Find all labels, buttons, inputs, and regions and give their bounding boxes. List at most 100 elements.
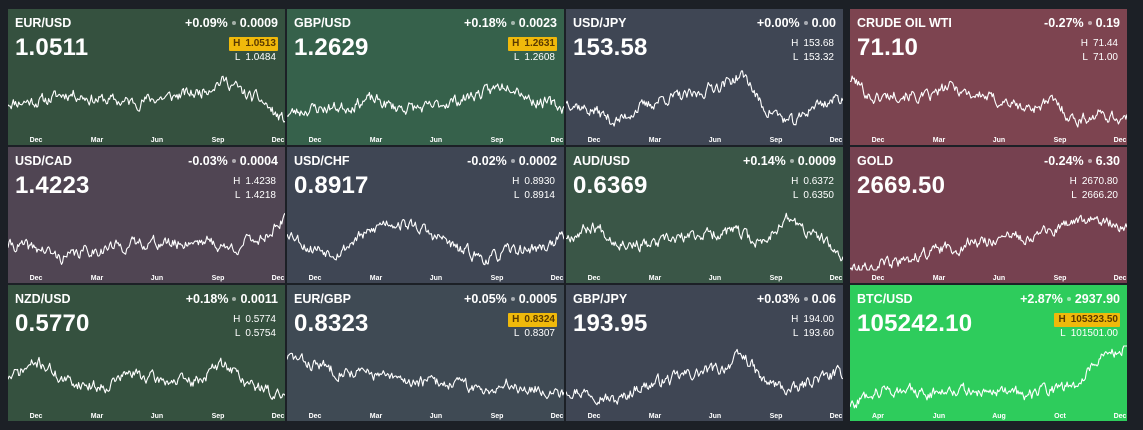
high-low-readout: H 2670.80 L 2666.20 — [1066, 175, 1120, 203]
price-line — [566, 348, 843, 406]
day-high-value: 0.6372 — [803, 176, 834, 187]
x-axis-tick-label: Sep — [1054, 137, 1067, 144]
x-axis-tick-label: Dec — [30, 137, 43, 144]
day-low-row: L 1.2608 — [508, 51, 557, 65]
x-axis-tick-label: Oct — [1054, 413, 1066, 420]
x-axis-tick-label: Jun — [151, 275, 163, 282]
x-axis-tick-label: Mar — [91, 275, 104, 282]
separator-dot-icon — [1087, 20, 1092, 25]
day-high-value: 71.44 — [1092, 38, 1118, 49]
x-axis-tick-label: Dec — [272, 275, 285, 282]
change-readout: +0.18% 0.0023 — [464, 16, 557, 30]
x-axis-tick-label: Dec — [309, 275, 322, 282]
high-low-readout: H 0.8930 L 0.8914 — [508, 175, 557, 203]
symbol-label: CRUDE OIL WTI — [857, 16, 952, 30]
x-axis-tick-label: Dec — [272, 413, 285, 420]
x-axis-tick-label: Jun — [430, 275, 442, 282]
change-readout: -0.27% 0.19 — [1044, 16, 1120, 30]
low-prefix: L — [792, 190, 799, 201]
day-low-row: L 2666.20 — [1066, 189, 1120, 203]
high-prefix: H — [510, 313, 522, 327]
price-line — [8, 75, 285, 123]
price-line — [566, 212, 843, 262]
last-price: 71.10 — [857, 34, 919, 61]
day-low-value: 153.32 — [803, 52, 834, 63]
separator-dot-icon — [232, 296, 237, 301]
ticker-tile-gbp-usd[interactable]: GBP/USD +0.18% 0.0023 1.2629 H 1.2631 L 1.2… — [287, 9, 564, 145]
high-low-readout: H 194.00 L 193.60 — [787, 313, 836, 341]
symbol-label: EUR/USD — [15, 16, 72, 30]
symbol-label: GBP/JPY — [573, 292, 628, 306]
day-high-value: 0.8930 — [524, 176, 555, 187]
high-low-readout: H 1.4238 L 1.4218 — [229, 175, 278, 203]
low-prefix: L — [513, 328, 520, 339]
change-percent: -0.03% — [188, 154, 228, 168]
low-prefix: L — [1060, 328, 1066, 339]
high-prefix: H — [791, 176, 799, 187]
ticker-tile-gbp-jpy[interactable]: GBP/JPY +0.03% 0.06 193.95 H 194.00 L 193.6… — [566, 285, 843, 421]
change-percent: +0.14% — [743, 154, 786, 168]
x-axis-tick-label: Dec — [551, 413, 564, 420]
ticker-tile-usd-chf[interactable]: USD/CHF -0.02% 0.0002 0.8917 H 0.8930 L 0.8… — [287, 147, 564, 283]
change-percent: +0.09% — [185, 16, 228, 30]
x-axis-tick-label: Sep — [212, 275, 225, 282]
x-axis-tick-label: Sep — [491, 413, 504, 420]
ticker-tile-gold[interactable]: GOLD -0.24% 6.30 2669.50 H 2670.80 L 2666.2… — [850, 147, 1127, 283]
day-high-row: H 0.5774 — [229, 313, 278, 327]
separator-dot-icon — [510, 158, 515, 163]
last-price: 2669.50 — [857, 172, 946, 199]
change-absolute: 2937.90 — [1074, 292, 1120, 306]
x-axis-tick-label: Dec — [1114, 275, 1127, 282]
symbol-label: GOLD — [857, 154, 894, 168]
price-line — [8, 356, 285, 400]
ticker-tile-eur-gbp[interactable]: EUR/GBP +0.05% 0.0005 0.8323 H 0.8324 L 0.8… — [287, 285, 564, 421]
high-low-readout: H 1.2631 L 1.2608 — [508, 37, 557, 65]
day-low-row: L 0.8307 — [508, 327, 557, 341]
ticker-tile-usd-cad[interactable]: USD/CAD -0.03% 0.0004 1.4223 H 1.4238 L 1.4… — [8, 147, 285, 283]
x-axis-tick-label: Dec — [272, 137, 285, 144]
high-prefix: H — [1056, 313, 1068, 327]
change-absolute: 0.0009 — [239, 16, 278, 30]
ticker-tile-btc-usd[interactable]: BTC/USD +2.87% 2937.90 105242.10 H 105323.… — [850, 285, 1127, 421]
x-axis-tick-label: Sep — [212, 137, 225, 144]
day-low-row: L 153.32 — [787, 51, 836, 65]
ticker-tile-usd-jpy[interactable]: USD/JPY +0.00% 0.00 153.58 H 153.68 L 153.3… — [566, 9, 843, 145]
day-high-value: 0.8324 — [524, 313, 555, 327]
x-axis-tick-label: Jun — [430, 413, 442, 420]
x-axis-tick-label: Dec — [1114, 137, 1127, 144]
ticker-tile-eur-usd[interactable]: EUR/USD +0.09% 0.0009 1.0511 H 1.0513 L 1.0… — [8, 9, 285, 145]
x-axis-tick-label: Mar — [370, 137, 383, 144]
change-readout: -0.24% 6.30 — [1044, 154, 1120, 168]
price-line — [566, 70, 843, 127]
x-axis-tick-label: Dec — [309, 413, 322, 420]
x-axis-tick-label: Mar — [933, 137, 946, 144]
last-price: 193.95 — [573, 310, 648, 337]
separator-dot-icon — [1066, 296, 1071, 301]
change-percent: +0.18% — [464, 16, 507, 30]
ticker-tile-aud-usd[interactable]: AUD/USD +0.14% 0.0009 0.6369 H 0.6372 L 0.6… — [566, 147, 843, 283]
separator-dot-icon — [510, 296, 515, 301]
high-prefix: H — [512, 176, 520, 187]
x-axis-tick-label: Dec — [551, 137, 564, 144]
symbol-label: USD/CAD — [15, 154, 72, 168]
change-absolute: 0.0011 — [240, 292, 278, 306]
separator-dot-icon — [510, 20, 515, 25]
day-high-value: 1.0513 — [245, 37, 276, 51]
change-readout: +0.05% 0.0005 — [464, 292, 557, 306]
ticker-tile-nzd-usd[interactable]: NZD/USD +0.18% 0.0011 0.5770 H 0.5774 L 0.5… — [8, 285, 285, 421]
high-low-readout: H 0.8324 L 0.8307 — [508, 313, 557, 341]
high-prefix: H — [791, 38, 799, 49]
price-sparkline-chart: Dec Mar Jun Sep Dec — [287, 352, 564, 420]
symbol-label: EUR/GBP — [294, 292, 351, 306]
change-percent: +2.87% — [1020, 292, 1063, 306]
x-axis-tick-label: Dec — [830, 275, 843, 282]
last-price: 153.58 — [573, 34, 648, 61]
change-absolute: 0.00 — [811, 16, 836, 30]
x-axis-tick-label: Sep — [770, 137, 783, 144]
separator-dot-icon — [231, 20, 236, 25]
price-sparkline-chart: Dec Mar Jun Sep Dec — [8, 212, 285, 282]
day-high-value: 1.2631 — [524, 37, 555, 51]
currency-tiles-grid: EUR/USD +0.09% 0.0009 1.0511 H 1.0513 L 1.0… — [8, 9, 843, 421]
